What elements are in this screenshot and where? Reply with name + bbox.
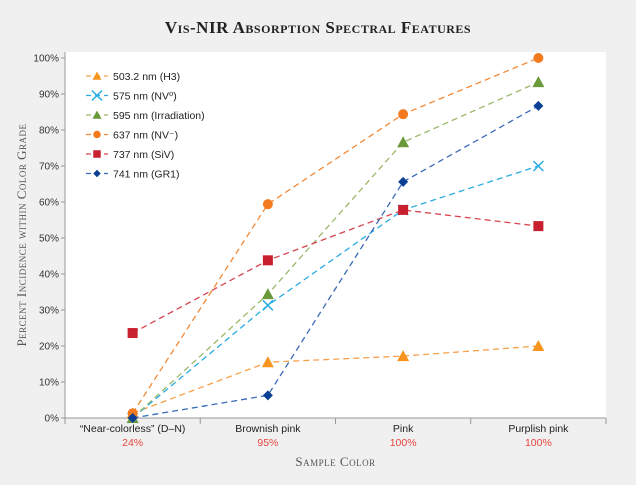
series-line-5: [132, 105, 539, 419]
legend-marker: [92, 110, 102, 119]
x-tick-label: Purplish pink: [508, 423, 569, 435]
y-tick-label: 20%: [39, 342, 59, 353]
chart-title: Vis-NIR Absorption Spectral Features: [164, 18, 472, 37]
data-point: [533, 221, 544, 232]
data-point: [397, 136, 410, 148]
data-point: [262, 299, 274, 311]
x-sublabel: 100%: [525, 437, 552, 449]
data-point: [262, 390, 273, 401]
data-point: [532, 160, 544, 172]
data-point: [532, 76, 545, 88]
legend-label: 595 nm (Irradiation): [113, 110, 205, 122]
series-line-3: [132, 57, 539, 414]
x-tick-label: “Near-colorless” (D–N): [80, 423, 186, 435]
x-tick-label: Brownish pink: [235, 423, 301, 435]
y-tick-label: 70%: [39, 162, 59, 173]
data-point: [127, 328, 138, 339]
data-point: [532, 340, 545, 351]
y-tick-label: 80%: [39, 126, 59, 137]
data-point: [398, 109, 409, 120]
y-axis-label: Percent Incidence within Color Grade: [14, 123, 29, 346]
series-line-1: [132, 165, 539, 419]
data-point: [261, 288, 274, 300]
legend-marker: [91, 89, 103, 102]
y-tick-label: 100%: [33, 54, 59, 65]
x-sublabel: 95%: [257, 437, 278, 449]
legend-marker: [93, 169, 101, 178]
data-point: [533, 100, 544, 111]
legend-label: 503.2 nm (H3): [113, 71, 180, 83]
series-line-4: [132, 209, 539, 334]
data-point: [398, 176, 409, 187]
data-point: [127, 413, 138, 423]
legend-marker: [93, 130, 101, 139]
x-tick-label: Pink: [393, 423, 414, 435]
x-sublabel: 24%: [122, 437, 143, 449]
x-axis-label: Sample Color: [295, 454, 375, 469]
y-tick-label: 0%: [45, 414, 60, 425]
legend-marker: [93, 150, 101, 158]
series-line-2: [132, 81, 539, 419]
legend-label: 737 nm (SiV): [113, 149, 174, 161]
legend-label: 637 nm (NV⁻): [113, 130, 178, 142]
y-tick-label: 10%: [39, 378, 59, 389]
x-sublabel: 100%: [390, 437, 417, 449]
y-tick-label: 60%: [39, 198, 59, 209]
y-tick-label: 30%: [39, 306, 59, 317]
data-point: [261, 356, 274, 368]
data-point: [262, 255, 273, 266]
y-tick-label: 90%: [39, 90, 59, 101]
y-tick-label: 40%: [39, 270, 59, 281]
data-point: [398, 204, 409, 215]
legend-label: 575 nm (NV⁰): [113, 91, 177, 103]
y-tick-label: 50%: [39, 234, 59, 245]
series-line-0: [132, 345, 539, 414]
legend-marker: [92, 71, 102, 80]
data-point: [397, 350, 410, 362]
data-point: [262, 199, 273, 210]
data-point: [533, 53, 544, 63]
legend-label: 741 nm (GR1): [113, 169, 180, 181]
